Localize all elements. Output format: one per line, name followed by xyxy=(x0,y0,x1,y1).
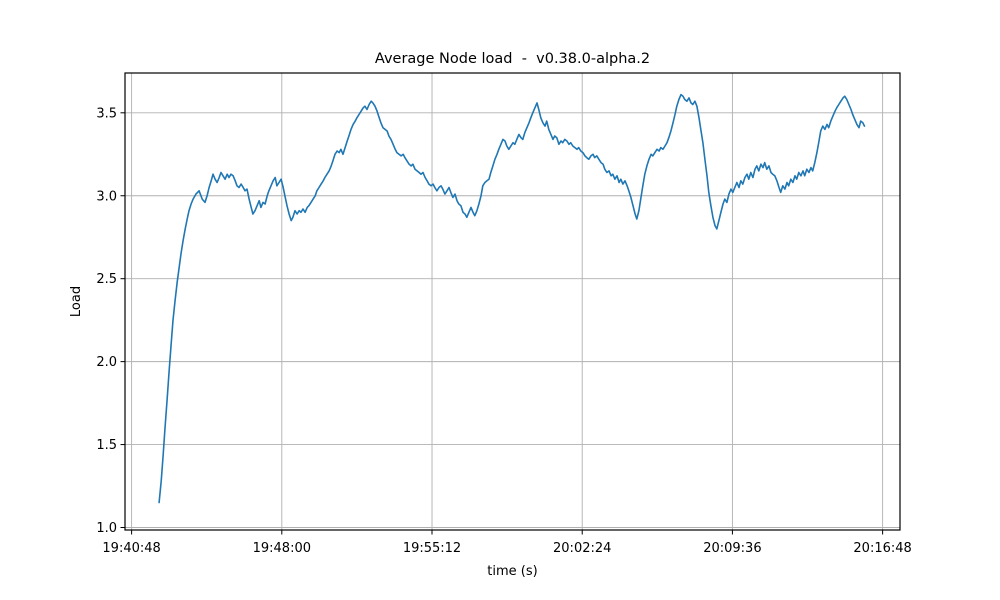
x-tick-label: 19:55:12 xyxy=(403,541,461,556)
x-axis-label: time (s) xyxy=(487,564,537,579)
plot-border xyxy=(124,72,901,531)
grid-lines xyxy=(125,73,900,530)
y-tick-label: 3.5 xyxy=(96,106,117,121)
x-tick-label: 20:02:24 xyxy=(553,541,611,556)
chart-title: Average Node load - v0.38.0-alpha.2 xyxy=(375,51,650,67)
x-tick-label: 20:09:36 xyxy=(703,541,761,556)
axis-ticks xyxy=(120,112,884,535)
x-tick-label: 19:48:00 xyxy=(253,541,311,556)
axes-spines xyxy=(124,72,901,531)
y-tick-label: 1.5 xyxy=(96,438,117,453)
y-tick-label: 2.5 xyxy=(96,272,117,287)
x-tick-label: 19:40:48 xyxy=(102,541,160,556)
y-tick-label: 3.0 xyxy=(96,189,117,204)
x-tick-label: 20:16:48 xyxy=(853,541,911,556)
series-line xyxy=(158,93,866,504)
y-tick-label: 1.0 xyxy=(96,521,117,536)
y-tick-label: 2.0 xyxy=(96,355,117,370)
y-axis-label: Load xyxy=(69,286,84,317)
load-data-line xyxy=(158,93,866,504)
tick-labels: 19:40:48 19:48:00 19:55:12 20:02:24 20:09:36… xyxy=(96,106,911,556)
